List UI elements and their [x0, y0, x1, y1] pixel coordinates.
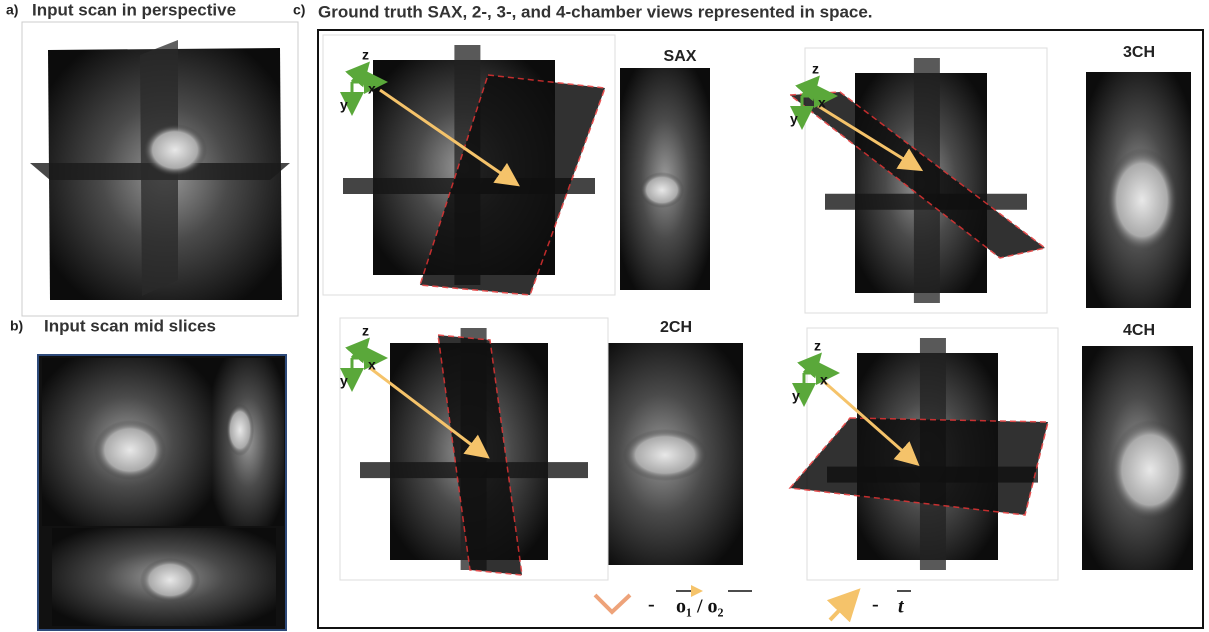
figure: a) Input scan in perspective b) Input sc… — [0, 0, 1209, 632]
heart — [143, 124, 207, 176]
axis-label: y — [340, 373, 348, 389]
panel-letter: b) — [10, 318, 23, 334]
axis-label: x — [368, 357, 376, 373]
heart — [226, 404, 254, 456]
axis-label: x — [818, 95, 826, 111]
axis-label: z — [814, 338, 821, 354]
axis-label: y — [790, 111, 798, 127]
heart — [140, 558, 200, 602]
axis-label: y — [340, 97, 348, 113]
axis-label: x — [368, 81, 376, 97]
axis-label: z — [812, 61, 819, 77]
axis-label: y — [792, 388, 800, 404]
panel-title: Input scan in perspective — [32, 0, 236, 19]
legend-label: o₁ / o₂ — [676, 596, 724, 618]
heart — [640, 172, 684, 208]
view-label: SAX — [664, 48, 697, 65]
panel-title: Input scan mid slices — [44, 316, 216, 335]
heart — [623, 429, 707, 481]
axis-label: z — [362, 47, 369, 63]
view-label: 3CH — [1123, 44, 1155, 61]
view-label: 4CH — [1123, 322, 1155, 339]
legend-dash: - — [872, 594, 879, 616]
legend-dash: - — [648, 594, 655, 616]
axis-label: x — [820, 372, 828, 388]
view-label: 2CH — [660, 319, 692, 336]
panel-letter: c) — [293, 2, 305, 18]
heart — [1110, 420, 1190, 520]
panel-letter: a) — [6, 2, 18, 18]
heart — [94, 420, 166, 480]
heart — [1106, 148, 1178, 252]
panel-title: Ground truth SAX, 2-, 3-, and 4-chamber … — [318, 2, 873, 21]
axis-label: z — [362, 323, 369, 339]
